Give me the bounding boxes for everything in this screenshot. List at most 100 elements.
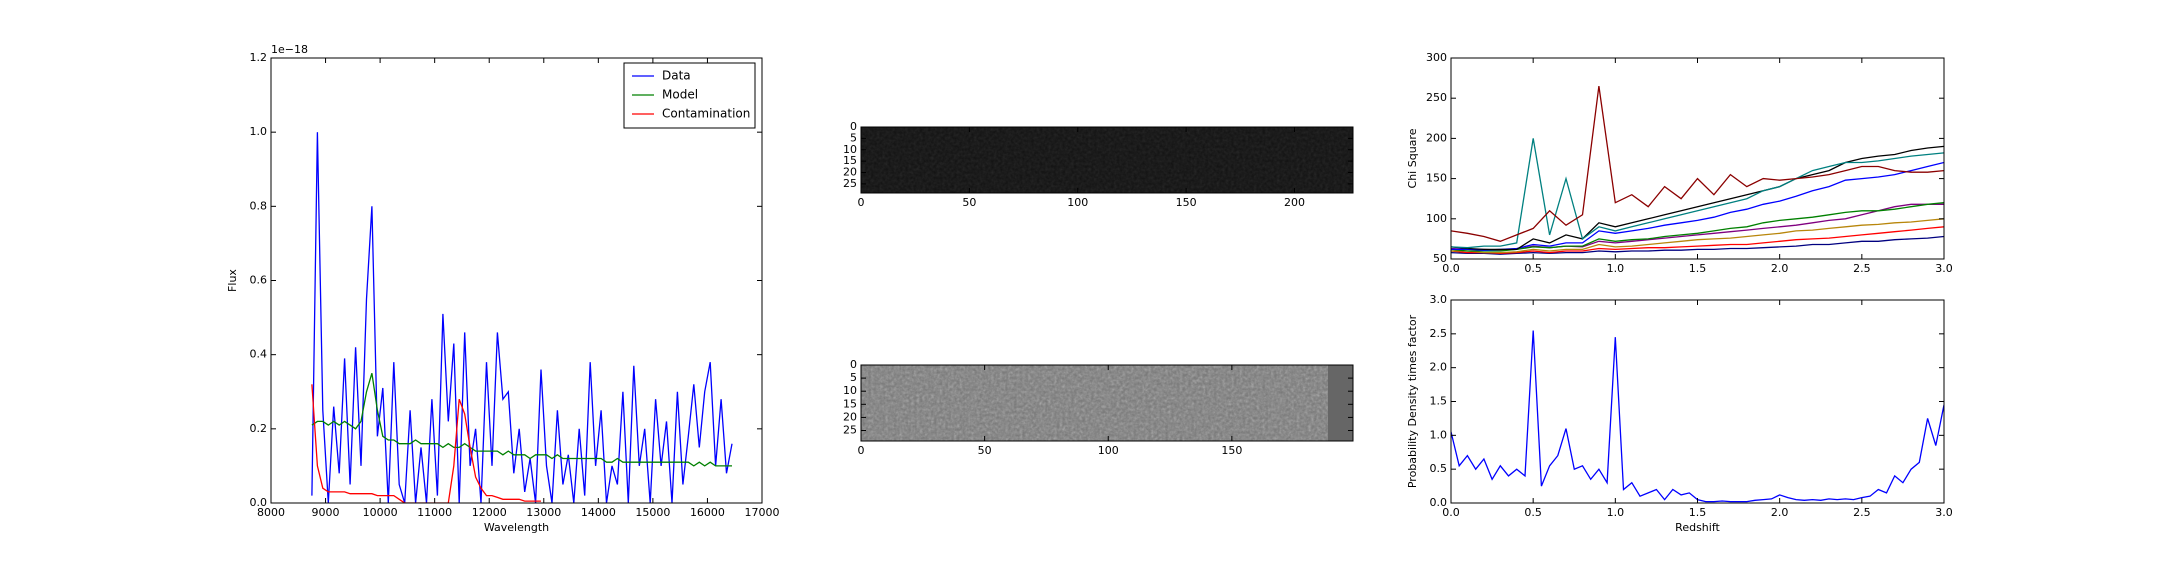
series-line (1451, 226, 1944, 255)
y-tick-label: 2.5 (1430, 327, 1448, 340)
x-tick-label: 150 (1176, 196, 1197, 209)
x-tick-label: 15000 (635, 506, 670, 519)
x-tick-label: 10000 (363, 506, 398, 519)
y-tick-label: 25 (843, 177, 857, 190)
series-line (1451, 138, 1944, 249)
y-tick-label: 20 (843, 166, 857, 179)
y-axis-label: Chi Square (1406, 128, 1419, 188)
x-tick-label: 50 (978, 444, 992, 457)
y-tick-label: 0.2 (250, 422, 268, 435)
plot-area (1451, 86, 1944, 255)
x-tick-label: 0.5 (1524, 262, 1542, 275)
y-tick-label: 0.6 (250, 274, 268, 287)
x-tick-label: 0.5 (1524, 506, 1542, 519)
y-tick-label: 10 (843, 143, 857, 156)
y-tick-label: 250 (1426, 91, 1447, 104)
x-tick-label: 9000 (312, 506, 340, 519)
x-tick-label: 2.0 (1771, 506, 1789, 519)
x-tick-label: 0 (858, 196, 865, 209)
legend-label: Model (662, 88, 698, 102)
y-tick-label: 0.5 (1430, 462, 1448, 475)
y-tick-label: 2.0 (1430, 361, 1448, 374)
image-texture (861, 365, 1353, 441)
x-tick-label: 2.5 (1853, 506, 1871, 519)
y-tick-label: 0.0 (250, 496, 268, 509)
y-axis-label: Flux (226, 269, 239, 292)
y-tick-label: 0 (850, 358, 857, 371)
image-edge (1328, 365, 1353, 441)
offset-text: 1e−18 (271, 43, 308, 56)
series-line (1451, 145, 1944, 251)
x-tick-label: 13000 (526, 506, 561, 519)
series-line (1451, 202, 1944, 252)
series-line (1451, 235, 1944, 255)
y-tick-label: 15 (843, 154, 857, 167)
x-tick-label: 0 (858, 444, 865, 457)
image-texture (861, 127, 1353, 193)
x-tick-label: 17000 (745, 506, 780, 519)
x-tick-label: 8000 (257, 506, 285, 519)
x-tick-label: 1.5 (1689, 506, 1707, 519)
y-tick-label: 0.8 (250, 199, 268, 212)
x-tick-label: 1.5 (1689, 262, 1707, 275)
x-axis-label: Redshift (1675, 521, 1720, 534)
legend-label: Contamination (662, 107, 750, 121)
panel: 0.0 0.5 1.0 1.5 2.0 2.5 3.0 0.0 0.5 1.0 1.5 2.0 2.5 3… (1406, 293, 1953, 534)
x-tick-label: 2.5 (1853, 262, 1871, 275)
y-tick-label: 100 (1426, 212, 1447, 225)
y-tick-label: 25 (843, 424, 857, 437)
y-tick-label: 1.0 (1430, 428, 1448, 441)
axes-frame (1450, 57, 1945, 260)
x-tick-label: 0.0 (1442, 262, 1460, 275)
series-line (311, 384, 541, 503)
x-tick-label: 2.0 (1771, 262, 1789, 275)
axes-frame (860, 126, 1354, 194)
x-tick-label: 16000 (690, 506, 725, 519)
x-tick-label: 14000 (581, 506, 616, 519)
y-tick-label: 10 (843, 384, 857, 397)
y-tick-label: 150 (1426, 172, 1447, 185)
series-line (1451, 203, 1944, 251)
x-axis-label: Wavelength (484, 521, 549, 534)
series-line (1451, 330, 1944, 503)
series-line (1451, 86, 1944, 242)
panel: 8000 9000 10000 11000 12000 13000 14000 15000 16… (226, 43, 780, 534)
y-tick-label: 0.4 (250, 348, 268, 361)
x-tick-label: 100 (1067, 196, 1088, 209)
x-tick-label: 1.0 (1607, 262, 1625, 275)
y-axis-label: Probability Density times factor (1406, 314, 1419, 488)
y-tick-label: 200 (1426, 131, 1447, 144)
axes-frame (860, 364, 1354, 442)
legend-label: Data (662, 69, 691, 83)
x-tick-label: 11000 (417, 506, 452, 519)
y-tick-label: 1.5 (1430, 395, 1448, 408)
y-tick-label: 3.0 (1430, 293, 1448, 306)
y-tick-label: 20 (843, 410, 857, 423)
x-tick-label: 3.0 (1935, 262, 1953, 275)
series-line (311, 373, 732, 467)
x-tick-label: 3.0 (1935, 506, 1953, 519)
y-tick-label: 5 (850, 131, 857, 144)
series-line (1451, 218, 1944, 254)
y-tick-label: 0.0 (1430, 496, 1448, 509)
plot-area (1451, 330, 1944, 503)
x-tick-label: 1.0 (1607, 506, 1625, 519)
x-tick-label: 150 (1221, 444, 1242, 457)
y-tick-label: 1.2 (250, 51, 268, 64)
y-tick-label: 50 (1433, 252, 1447, 265)
y-tick-label: 1.0 (250, 125, 268, 138)
y-tick-label: 300 (1426, 51, 1447, 64)
x-tick-label: 50 (962, 196, 976, 209)
panel: 0.0 0.5 1.0 1.5 2.0 2.5 3.0 50 100 150 200 250 300 Ch… (1406, 51, 1953, 275)
x-tick-label: 0.0 (1442, 506, 1460, 519)
y-tick-label: 15 (843, 397, 857, 410)
series-line (311, 132, 733, 503)
plot-area (311, 132, 733, 503)
x-tick-label: 100 (1098, 444, 1119, 457)
x-tick-label: 12000 (472, 506, 507, 519)
y-tick-label: 0 (850, 120, 857, 133)
